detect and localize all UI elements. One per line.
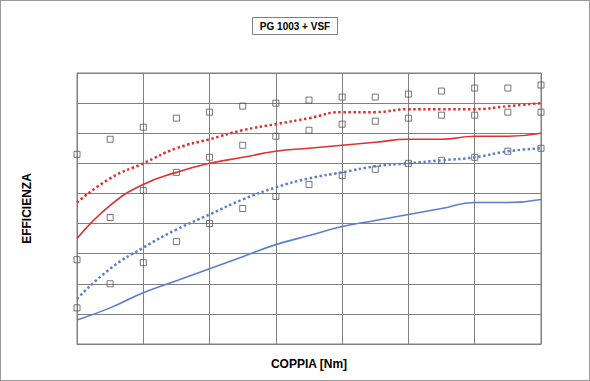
svg-text:COPPIA [Nm]: COPPIA [Nm] — [271, 357, 347, 371]
svg-text:EFFICIENZA: EFFICIENZA — [20, 173, 34, 244]
svg-text:PG 1003 + VSF: PG 1003 + VSF — [260, 21, 330, 32]
